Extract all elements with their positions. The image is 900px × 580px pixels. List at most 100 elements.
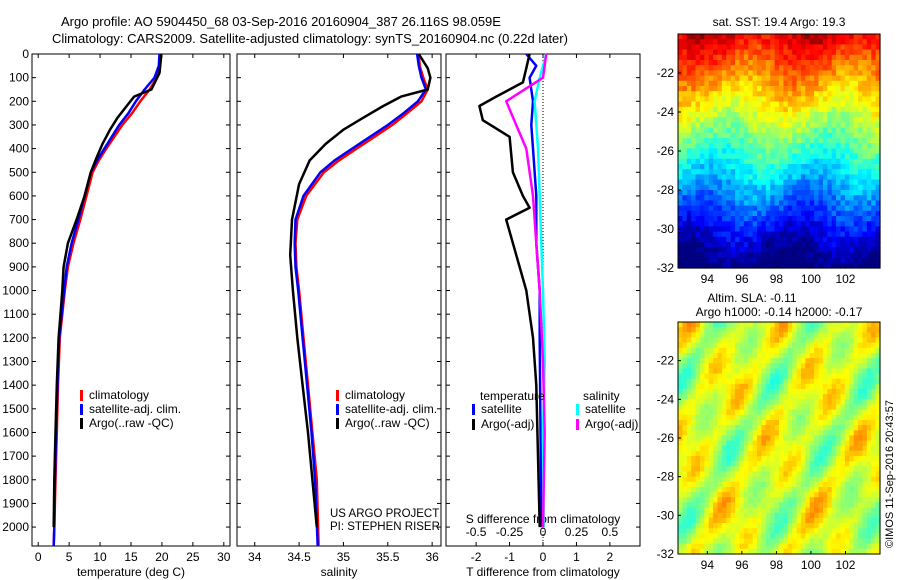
- map-cell: [708, 435, 714, 442]
- map-cell: [735, 190, 741, 196]
- map-cell: [840, 148, 846, 155]
- map-cell: [752, 476, 758, 483]
- map-cell: [822, 368, 828, 375]
- map-cell: [796, 327, 802, 333]
- map-cell: [805, 169, 811, 175]
- map-cell: [840, 216, 846, 222]
- map-cell: [743, 523, 749, 529]
- map-cell: [831, 158, 837, 165]
- map-cell: [691, 450, 697, 457]
- map-cell: [836, 425, 842, 431]
- map-cell: [735, 80, 741, 87]
- map-cell: [840, 49, 846, 56]
- map-cell: [761, 399, 767, 406]
- map-cell: [682, 543, 688, 550]
- map-cell: [858, 91, 864, 97]
- map-cell: [748, 39, 754, 45]
- x-tick-label: 34: [248, 550, 262, 564]
- map-cell: [748, 507, 754, 514]
- map-cell: [739, 242, 745, 248]
- map-cell: [686, 347, 692, 354]
- map-cell: [695, 404, 701, 411]
- map-cell: [708, 533, 714, 540]
- map-cell: [699, 127, 705, 134]
- map-cell: [779, 492, 784, 498]
- map-cell: [757, 404, 763, 411]
- map-cell: [827, 430, 833, 437]
- map-cell: [831, 122, 837, 129]
- map-cell: [875, 507, 881, 514]
- y-tick-label: 600: [9, 189, 29, 203]
- map-cell: [717, 528, 723, 534]
- map-cell: [765, 538, 771, 545]
- map-cell: [713, 543, 719, 550]
- map-cell: [691, 179, 697, 186]
- map-cell: [853, 184, 859, 191]
- map-cell: [796, 414, 802, 421]
- map-cell: [783, 425, 789, 431]
- map-cell: [866, 445, 872, 452]
- map-cell: [875, 195, 881, 201]
- map-cell: [779, 247, 784, 253]
- map-cell: [691, 476, 697, 483]
- map-cell: [871, 409, 877, 416]
- map-cell: [818, 112, 824, 118]
- map-cell: [739, 430, 745, 437]
- map-cell: [787, 210, 793, 217]
- map-cell: [713, 75, 719, 82]
- map-cell: [783, 242, 789, 248]
- map-cell: [678, 184, 683, 191]
- map-cell: [726, 481, 732, 488]
- series-line-0: [52, 53, 162, 547]
- map-cell: [691, 425, 697, 431]
- map-cell: [800, 210, 806, 217]
- map-cell: [814, 409, 820, 416]
- map-cell: [770, 122, 776, 129]
- map-cell: [792, 106, 798, 113]
- map-cell: [726, 262, 732, 269]
- map-cell: [875, 430, 881, 437]
- map-cell: [682, 39, 688, 45]
- map-cell: [792, 252, 798, 259]
- map-cell: [757, 327, 763, 333]
- map-cell: [757, 236, 763, 243]
- map-cell: [822, 435, 828, 442]
- map-cell: [726, 205, 732, 212]
- map-cell: [783, 368, 789, 375]
- map-cell: [875, 389, 881, 395]
- map-cell: [704, 378, 710, 385]
- map-cell: [743, 132, 749, 139]
- map-cell: [822, 184, 828, 191]
- map-cell: [805, 543, 811, 550]
- map-cell: [796, 60, 802, 66]
- map-cell: [871, 440, 877, 447]
- map-cell: [779, 174, 784, 181]
- map-cell: [792, 528, 798, 534]
- map-cell: [800, 435, 806, 442]
- map-cell: [849, 39, 855, 45]
- map-cell: [765, 117, 771, 123]
- map-cell: [822, 450, 828, 457]
- map-cell: [796, 476, 802, 483]
- map-cell: [713, 368, 719, 375]
- map-cell: [699, 502, 705, 509]
- map-cell: [779, 342, 784, 349]
- map-cell: [858, 127, 864, 134]
- map-cell: [792, 216, 798, 222]
- map-cell: [721, 435, 727, 442]
- map-cell: [686, 492, 692, 498]
- map-cell: [704, 517, 710, 524]
- map-cell: [691, 466, 697, 473]
- map-cell: [757, 399, 763, 406]
- map-cell: [699, 101, 705, 108]
- map-cell: [831, 471, 837, 478]
- series-line-3: [504, 53, 548, 528]
- map-cell: [827, 538, 833, 545]
- map-cell: [765, 481, 771, 488]
- map-cell: [858, 138, 864, 144]
- map-cell: [678, 486, 683, 493]
- map-cell: [739, 337, 745, 344]
- map-cell: [717, 179, 723, 186]
- map-cell: [743, 399, 749, 406]
- map-cell: [827, 502, 833, 509]
